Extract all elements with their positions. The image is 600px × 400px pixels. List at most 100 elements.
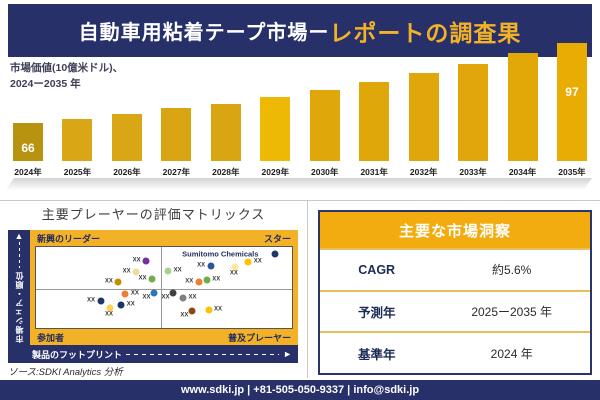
insights-row-forecast-years: 予測年 2025ー2035 年: [320, 289, 590, 332]
bar-column: 2030年: [308, 40, 342, 178]
bar-2029年: [260, 97, 291, 161]
bar-chart-subtitle: 市場価値(10億米ドル)、 2024ー2035 年: [10, 60, 180, 93]
quadrant-label-emerging-leaders: 新興のリーダー: [37, 233, 101, 244]
bar-chart-bars: 66 2024年 2025年 2026年 2027年 2028年 2029年 2030年 203…: [8, 43, 592, 178]
quadrant-label-participants: 参加者: [37, 332, 65, 343]
bar-x-label: 2035年: [558, 167, 586, 177]
insights-row-base-year: 基準年 2024 年: [320, 331, 590, 373]
scatter-dot: XX: [138, 275, 156, 283]
matrix-quadrant-divider-vertical: [160, 247, 162, 328]
bar-value-label-first: 66: [21, 141, 35, 155]
scatter-dot-label: XX: [180, 312, 189, 319]
section-divider-vertical: [307, 200, 308, 378]
scatter-dot-label: XX: [142, 294, 151, 301]
scatter-dot-label: XX: [138, 275, 147, 282]
company-annotation: Sumitomo Chemicals: [182, 249, 259, 259]
section-divider-horizontal: [0, 200, 600, 201]
bar-column: 2028年: [209, 40, 243, 178]
bar-column: 2034年: [506, 40, 540, 178]
scatter-dot: XX: [244, 258, 262, 266]
scatter-dot-label: XX: [188, 294, 197, 301]
bar-2034年: [507, 53, 538, 161]
y-axis-dashed-line: [18, 242, 20, 268]
bar-x-label: 2033年: [459, 167, 487, 177]
matrix-y-axis-label: 市場シェア・順位: [14, 271, 24, 343]
insights-value-cagr: 約5.6%: [492, 263, 532, 278]
scatter-dot: XX: [203, 276, 220, 284]
insights-value-base-year: 2024 年: [490, 346, 533, 361]
matrix-plot: Sumitomo Chemicals XX XX XX XX XX XX XX XX XX XX X…: [35, 246, 293, 329]
bar-x-label: 2031年: [360, 167, 388, 177]
bar-x-label: 2027年: [162, 167, 191, 177]
bar-x-label: 2026年: [113, 167, 141, 177]
matrix-x-axis-label: 製品のフットプリント: [32, 349, 123, 360]
bar-x-label: 2024年: [14, 167, 42, 177]
source-note: ソース:SDKI Analytics 分析: [8, 367, 123, 378]
scatter-dot-label: XX: [185, 278, 194, 285]
scatter-dot-label: XX: [173, 267, 182, 274]
quadrant-label-star: スター: [263, 233, 291, 244]
insights-label-cagr: CAGR: [358, 262, 396, 277]
matrix-bottom-band: 参加者 普及プレーヤー: [30, 329, 298, 345]
bar-column: 2032年: [407, 40, 441, 178]
bar-2032年: [408, 73, 439, 161]
bar-2035年: 97: [556, 43, 587, 161]
footer-bar: www.sdki.jp | +81-505-050-9337 | info@sd…: [0, 380, 600, 400]
scatter-dot: XX: [205, 306, 222, 314]
bar-column: 2033年: [456, 40, 490, 178]
scatter-dot: XX: [123, 268, 140, 276]
matrix-frame: 新興のリーダー スター Sumitomo Chemicals XX XX XX XX X…: [30, 230, 298, 345]
scatter-dot: XX: [185, 278, 203, 286]
bar-column: 2025年: [60, 40, 94, 178]
scatter-dot-label: XX: [161, 294, 170, 301]
bar-2025年: [62, 119, 93, 161]
bar-2026年: [111, 114, 142, 161]
bar-x-label: 2029年: [261, 167, 289, 177]
bar-column: 2027年: [159, 40, 193, 178]
market-insights-panel: 主要な市場洞察 CAGR 約5.6% 予測年 2025ー2035 年 基準年 2…: [318, 210, 592, 375]
matrix-y-axis: ▲ 市場シェア・順位: [8, 230, 30, 345]
insights-label-forecast-years: 予測年: [357, 306, 396, 320]
bar-x-label: 2032年: [409, 167, 438, 177]
matrix-section-title: 主要プレーヤーの評価マトリックス: [41, 207, 266, 222]
footer-contact-text: www.sdki.jp | +81-505-050-9337 | info@sd…: [180, 384, 420, 396]
scatter-dot-label: XX: [214, 306, 223, 313]
bar-column: 97 2035年: [555, 40, 589, 178]
bar-column: 2029年: [258, 40, 292, 178]
insights-row-cagr: CAGR 約5.6%: [320, 248, 590, 290]
scatter-dot: XX: [105, 278, 122, 286]
scatter-dot-label: XX: [253, 258, 262, 265]
bar-column: 66 2024年: [11, 40, 45, 178]
bar-x-label: 2028年: [212, 167, 240, 177]
scatter-dot: XX: [121, 290, 139, 298]
matrix-quadrant-divider-horizontal: [36, 288, 292, 290]
scatter-dot: XX: [143, 289, 158, 300]
scatter-dot: XX: [180, 307, 196, 319]
bar-x-label: 2030年: [311, 167, 339, 177]
scatter-dot-label: XX: [86, 297, 95, 304]
bar-2027年: [161, 108, 192, 161]
scatter-dot: [271, 250, 279, 258]
bar-x-label: 2034年: [508, 167, 537, 177]
bar-chart-subtitle-line2: 2024ー2035 年: [10, 78, 81, 91]
bar-x-label: 2025年: [63, 167, 92, 177]
scatter-dot-label: XX: [122, 268, 131, 275]
scatter-dot: XX: [105, 304, 114, 317]
scatter-dot-label: XX: [130, 290, 139, 297]
scatter-dot: XX: [117, 301, 135, 309]
scatter-dot: XX: [161, 289, 177, 300]
bar-column: 2031年: [357, 40, 391, 178]
scatter-dot: XX: [197, 262, 215, 270]
scatter-dot: XX: [87, 297, 104, 305]
scatter-dot: XX: [164, 267, 182, 275]
scatter-dot-label: XX: [104, 278, 113, 285]
page-title-main: 自動車用粘着テープ市場ー: [78, 22, 330, 44]
scatter-dot-label: XX: [212, 276, 221, 283]
matrix-top-band: 新興のリーダー スター: [30, 230, 298, 246]
x-axis-dashed-line: [126, 353, 280, 355]
insights-panel-title: 主要な市場洞察: [320, 212, 590, 248]
quadrant-label-pervasive-players: 普及プレーヤー: [227, 332, 291, 343]
bar-2033年: [458, 64, 489, 161]
bar-chart-shadow: [5, 178, 592, 190]
